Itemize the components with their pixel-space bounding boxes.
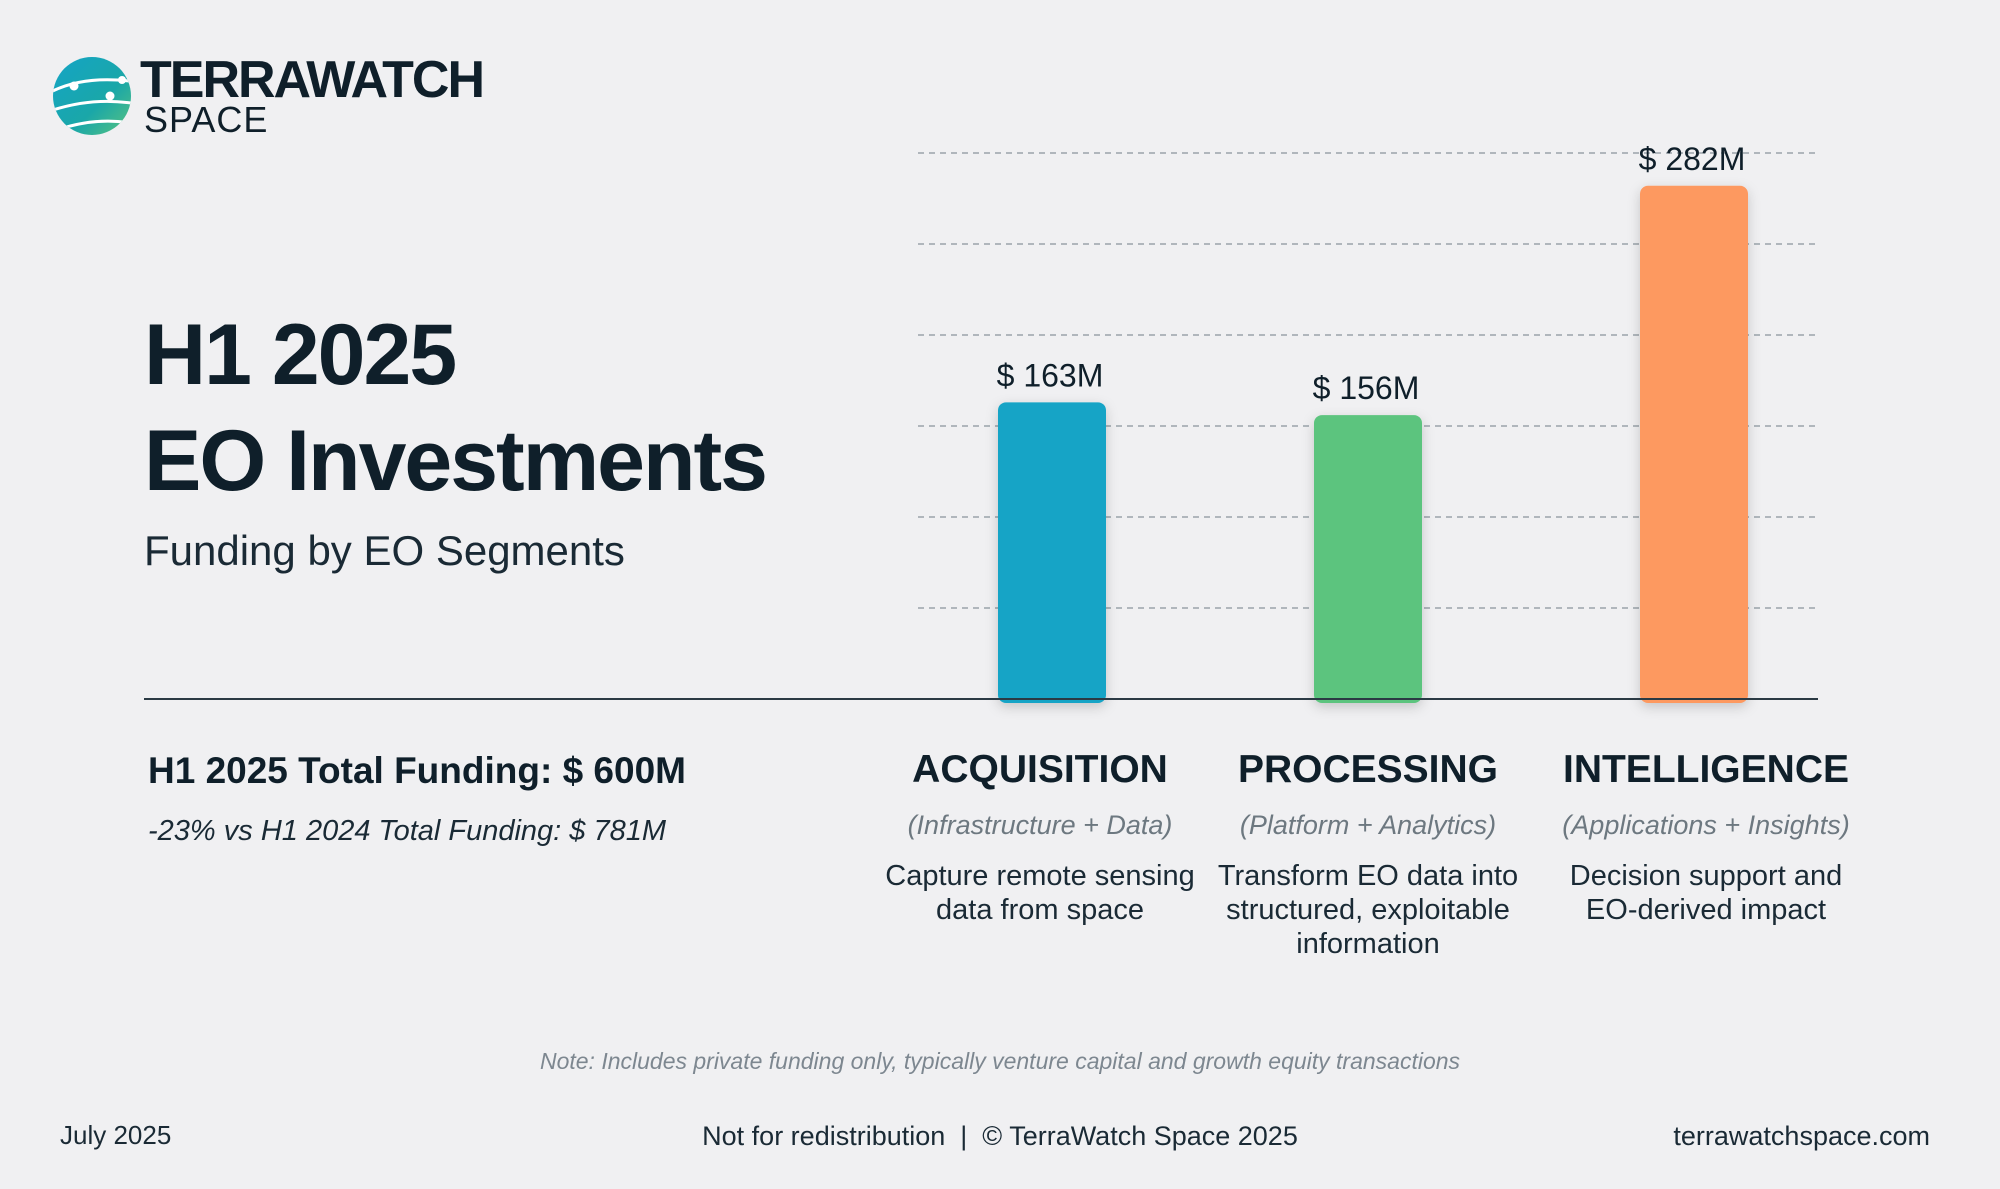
- brand-name-line2: SPACE: [144, 99, 269, 140]
- segment-name: PROCESSING: [1237, 748, 1499, 791]
- brand-logo: TERRAWATCH SPACE: [52, 51, 492, 146]
- funding-bar-chart: $ 163M $ 156M $ 282M: [144, 141, 1818, 703]
- segment-intelligence: INTELLIGENCE (Applications + Insights) D…: [1546, 748, 1866, 927]
- copyright-notice: Not for redistribution | © TerraWatch Sp…: [0, 1121, 2000, 1152]
- segment-processing: PROCESSING (Platform + Analytics) Transf…: [1208, 748, 1528, 961]
- bar-acquisition: [998, 402, 1106, 703]
- segment-name: ACQUISITION: [912, 748, 1168, 791]
- bar-value-label: $ 163M: [997, 357, 1104, 393]
- copyright-text: Not for redistribution | © TerraWatch Sp…: [702, 1121, 1298, 1151]
- bar-value-label: $ 282M: [1639, 141, 1746, 177]
- segment-description: Decision support and EO-derived impact: [1569, 860, 1843, 926]
- funding-comparison: -23% vs H1 2024 Total Funding: $ 781M: [148, 815, 667, 847]
- segment-subtitle: (Infrastructure + Data): [907, 810, 1173, 840]
- brand-name-line1: TERRAWATCH: [140, 51, 485, 109]
- segment-description: Transform EO data into structured, explo…: [1217, 860, 1519, 960]
- footnote: Note: Includes private funding only, typ…: [539, 1048, 1461, 1074]
- segment-acquisition: ACQUISITION (Infrastructure + Data) Capt…: [880, 748, 1200, 927]
- page-title-line2: EO Investments: [144, 413, 768, 509]
- bar-processing: [1314, 415, 1422, 703]
- segment-description: Capture remote sensing data from space: [885, 860, 1195, 926]
- page-title-line1: H1 2025: [144, 307, 457, 403]
- report-date: July 2025: [60, 1120, 172, 1150]
- segment-name: INTELLIGENCE: [1562, 748, 1849, 791]
- segment-subtitle: (Platform + Analytics): [1239, 810, 1497, 840]
- website-link[interactable]: terrawatchspace.com: [1673, 1121, 1930, 1151]
- total-funding: H1 2025 Total Funding: $ 600M: [148, 750, 686, 791]
- bar-intelligence: [1640, 185, 1748, 703]
- bar-value-label: $ 156M: [1313, 370, 1420, 406]
- globe-icon: [53, 57, 131, 135]
- page-subtitle: Funding by EO Segments: [144, 527, 625, 574]
- segment-subtitle: (Applications + Insights): [1562, 810, 1850, 840]
